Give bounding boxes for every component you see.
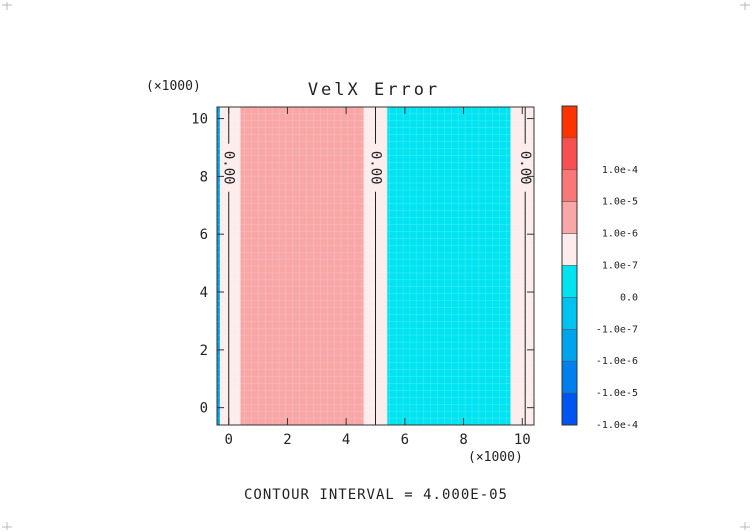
heatmap-bands <box>217 107 534 425</box>
colorbar-label: -1.0e-7 <box>596 324 638 335</box>
colorbar-swatch <box>561 297 578 330</box>
x-tick-label: 8 <box>459 432 467 448</box>
band-2 <box>240 107 364 425</box>
colorbar-swatch <box>561 392 578 426</box>
colorbar-swatch <box>561 169 578 202</box>
y-tick-label: 8 <box>200 169 208 185</box>
colorbar-swatch <box>561 105 578 139</box>
contour-interval-footer: CONTOUR INTERVAL = 4.000E-05 <box>244 487 508 503</box>
x-tick-label: 0 <box>225 432 233 448</box>
colorbar-swatch <box>561 329 578 362</box>
colorbar-swatch <box>561 265 578 298</box>
y-axis: 0 2 4 6 8 10 <box>191 112 534 417</box>
contour-label-1: 0.00 <box>368 151 384 185</box>
x-tick-label: 6 <box>401 432 409 448</box>
colorbar-label: 1.0e-4 <box>602 165 638 176</box>
x-tick-label: 2 <box>283 432 291 448</box>
x-axis-multiplier: (×1000) <box>468 450 523 465</box>
colorbar-swatch <box>561 201 578 234</box>
contour-lines: 0.00 0.00 0.00 <box>221 107 533 425</box>
x-tick-label: 10 <box>514 432 531 448</box>
band-4 <box>387 107 511 425</box>
band-0 <box>217 107 220 425</box>
contour-label-0: 0.00 <box>221 151 237 185</box>
colorbar-label: -1.0e-6 <box>596 356 638 367</box>
y-tick-label: 0 <box>200 401 208 417</box>
colorbar-label: 0.0 <box>620 292 638 303</box>
y-tick-label: 10 <box>191 112 208 128</box>
colorbar-label: 1.0e-5 <box>602 197 638 208</box>
y-tick-label: 4 <box>200 285 208 301</box>
band-1 <box>219 107 241 425</box>
colorbar-swatch <box>561 233 578 266</box>
x-axis: 0 2 4 6 8 10 <box>225 107 531 448</box>
y-tick-label: 6 <box>200 227 208 243</box>
colorbar-label: -1.0e-4 <box>596 420 638 431</box>
colorbar-frame <box>561 105 578 426</box>
chart-title: VelX Error <box>308 80 440 100</box>
band-5 <box>510 107 534 425</box>
colorbar-swatch <box>561 360 578 394</box>
colorbar-label: 1.0e-7 <box>602 261 638 272</box>
colorbar: 1.0e-4 1.0e-5 1.0e-6 1.0e-7 0.0 -1.0e-7 -1.0e-… <box>561 105 638 431</box>
plot-frame <box>216 106 535 426</box>
x-tick-label: 4 <box>342 432 350 448</box>
colorbar-swatch <box>561 137 578 171</box>
colorbar-label: 1.0e-6 <box>602 229 638 240</box>
y-tick-label: 2 <box>200 343 208 359</box>
y-axis-multiplier: (×1000) <box>146 79 201 94</box>
colorbar-label: -1.0e-5 <box>596 388 638 399</box>
contour-label-2: 0.00 <box>517 151 533 185</box>
